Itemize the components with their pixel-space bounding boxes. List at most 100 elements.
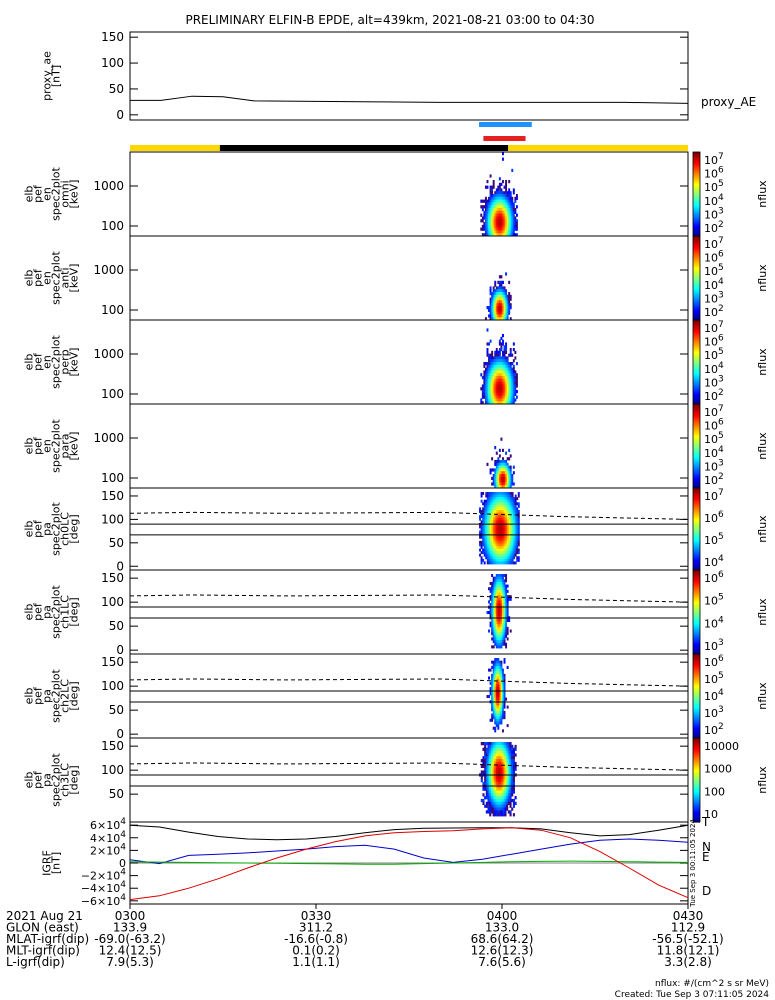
pa-ch0-tick-label: 50 [109,536,124,550]
pa-ch0-colorbar-cell [693,533,700,536]
pa-ch3-cell [485,787,488,791]
energy-perp-cell [491,376,494,380]
energy-omni-cell [481,227,484,231]
pa-ch1-cell [495,629,498,633]
energy-omni-cell [514,210,517,214]
pa-ch0-cell [499,561,502,565]
energy-omni-cell [514,219,517,223]
pa-ch3-cell [509,810,512,814]
energy-omni-cell [480,199,483,203]
energy-perp-cell [502,392,504,396]
pa-ch0-cell [505,504,508,508]
energy-omni-cell [486,213,489,217]
energy-omni-cell [514,222,517,226]
pa-ch0-cell [516,497,519,501]
pa-ch1-cell [498,626,501,630]
energy-para-cell [498,479,501,483]
energy-anti-colorbar-cell [693,292,700,296]
pa-ch0-cell [502,507,505,511]
pa-ch1-cell [503,595,506,599]
pa-ch0-cell [499,512,502,516]
pa-ch2-cell [491,713,494,717]
pa-ch0-cell [488,530,491,534]
pa-ch0-cell [511,558,514,562]
energy-perp-cell [489,381,492,385]
pa-ch3-colorbar-cell [693,763,700,766]
pa-ch3-ylabel-line: pa [41,773,54,787]
pa-ch0-cell [513,512,516,516]
energy-perp-cell [486,376,489,380]
energy-perp-cell [509,401,512,405]
pa-ch0-cell [514,525,517,529]
pa-ch3-cell [489,810,492,814]
energy-para-colorbar-cell [693,479,700,483]
pa-ch2-cell [502,684,504,688]
pa-ch3-cell [497,796,500,800]
pa-ch1-cell [495,584,498,588]
pa-ch2-colorbar-cell [693,681,700,684]
pa-ch1-cell [497,592,500,596]
energy-perp-cell [491,381,494,385]
pa-ch0-cell [486,494,489,498]
pa-ch0-cell [506,517,509,521]
footer-row-label: L-igrf(dip) [6,955,65,969]
pa-ch2-cell [497,673,500,677]
pa-ch3-cell [487,742,490,746]
pa-ch1-cell [492,587,495,591]
energy-perp-cell [509,378,512,382]
energy-perp-cell [512,390,515,394]
pa-ch2-cell [503,713,506,717]
pa-ch0-cell [482,507,485,511]
pa-ch1-ylabel-line: pa [41,605,54,619]
pa-ch0-cell [505,558,508,562]
energy-perp-cell [506,381,509,385]
pa-ch0-cell [505,546,508,549]
energy-omni-cell [514,208,517,212]
energy-para-cell [509,465,512,469]
pa-ch0-cell [513,551,516,555]
pa-ch2-colorbar-cell [693,664,700,668]
pa-ch2-cell [492,710,495,714]
energy-omni-cell [506,202,509,206]
pa-ch3-cell [489,807,492,811]
pa-ch0-cell [480,510,483,513]
energy-perp-colorbar-cell [693,320,700,323]
pa-ch0-cell [500,543,503,547]
energy-para-colorbar-cell [693,404,700,407]
energy-perp-cell [497,376,500,380]
pa-ch1-cell [495,587,498,591]
energy-anti-colorbar-cell [693,301,700,304]
pa-ch0-cell [486,530,489,534]
energy-omni-cell [508,213,511,217]
pa-ch2-cell [491,708,494,712]
energy-omni-cell [506,230,509,234]
pa-ch0-cell [513,543,516,547]
pa-ch0-cell [486,499,489,503]
pa-ch3-cell [502,813,505,817]
pa-ch1-cell [489,613,492,617]
pa-ch1-cell [494,629,497,633]
pa-ch0-colorbar-tick: 104 [704,554,724,569]
pa-ch3-cell [494,759,497,763]
pa-ch0-cell [517,494,520,498]
energy-perp-cell [502,395,504,399]
pa-ch1-cell [509,629,512,633]
energy-perp-cell [502,370,504,374]
energy-perp-colorbar-cell [693,349,700,353]
pa-ch0-cell [511,492,514,495]
pa-ch1-cell [502,574,504,578]
igrf-legend-N: N [702,840,711,854]
pa-ch0-cell [479,515,482,519]
energy-anti-cell [497,286,500,290]
pa-ch0-colorbar-cell [693,541,700,544]
pa-ch0-cell [494,540,497,544]
pa-ch0-cell [499,504,502,508]
energy-anti-cell [491,314,494,318]
energy-omni-cell [509,216,512,220]
pa-ch2-cell [498,708,501,712]
energy-para-cell [495,460,498,464]
pa-ch2-cell [500,716,503,720]
pa-ch1-cell [491,645,494,649]
pa-ch0-cell [502,528,505,531]
